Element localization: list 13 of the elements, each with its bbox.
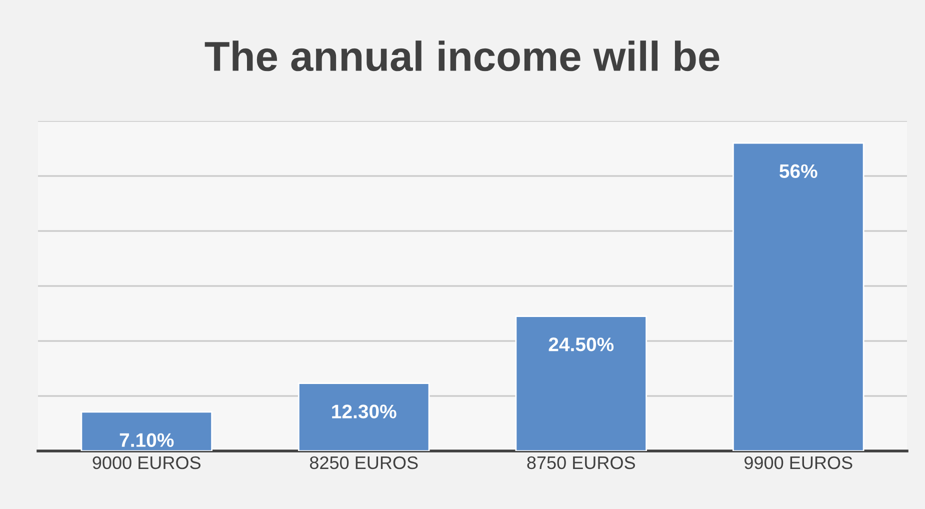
chart-title: The annual income will be	[204, 40, 720, 72]
x-tick-label: 9900 EUROS	[744, 456, 852, 470]
bar	[298, 382, 430, 451]
data-label: 7.10%	[120, 433, 174, 447]
data-label: 24.50%	[548, 338, 614, 352]
x-tick-label: 8250 EUROS	[310, 456, 418, 470]
bar	[515, 316, 647, 451]
bar	[80, 411, 212, 451]
data-label: 12.30%	[332, 404, 396, 418]
x-tick-label: 8750 EUROS	[527, 456, 635, 470]
x-tick-label: 9000 EUROS	[92, 456, 200, 470]
bar	[732, 142, 864, 451]
data-label: 56%	[780, 164, 818, 178]
